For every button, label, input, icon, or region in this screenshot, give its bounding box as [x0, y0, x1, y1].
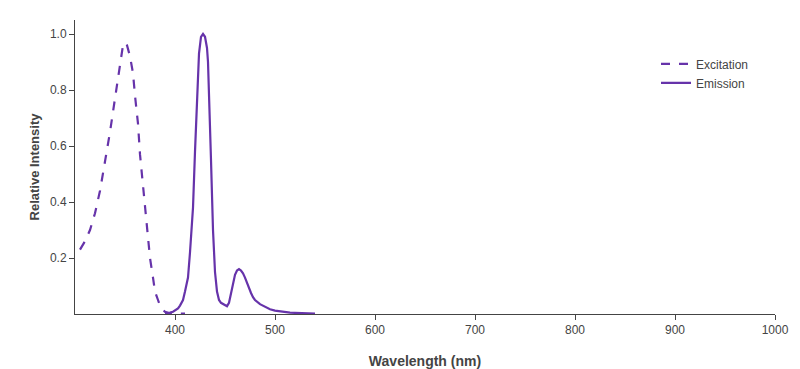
svg-text:1.0: 1.0 — [50, 27, 67, 41]
svg-text:Wavelength (nm): Wavelength (nm) — [369, 353, 481, 369]
svg-text:600: 600 — [365, 323, 385, 337]
svg-text:0.6: 0.6 — [50, 139, 67, 153]
svg-text:800: 800 — [565, 323, 585, 337]
svg-text:1000: 1000 — [762, 323, 789, 337]
svg-text:500: 500 — [265, 323, 285, 337]
svg-text:0.8: 0.8 — [50, 83, 67, 97]
svg-text:400: 400 — [165, 323, 185, 337]
svg-text:900: 900 — [665, 323, 685, 337]
svg-text:Relative Intensity: Relative Intensity — [27, 113, 42, 221]
svg-text:0.2: 0.2 — [50, 251, 67, 265]
svg-text:Emission: Emission — [696, 77, 745, 91]
svg-text:0.4: 0.4 — [50, 195, 67, 209]
svg-text:Excitation: Excitation — [696, 58, 748, 72]
svg-text:700: 700 — [465, 323, 485, 337]
